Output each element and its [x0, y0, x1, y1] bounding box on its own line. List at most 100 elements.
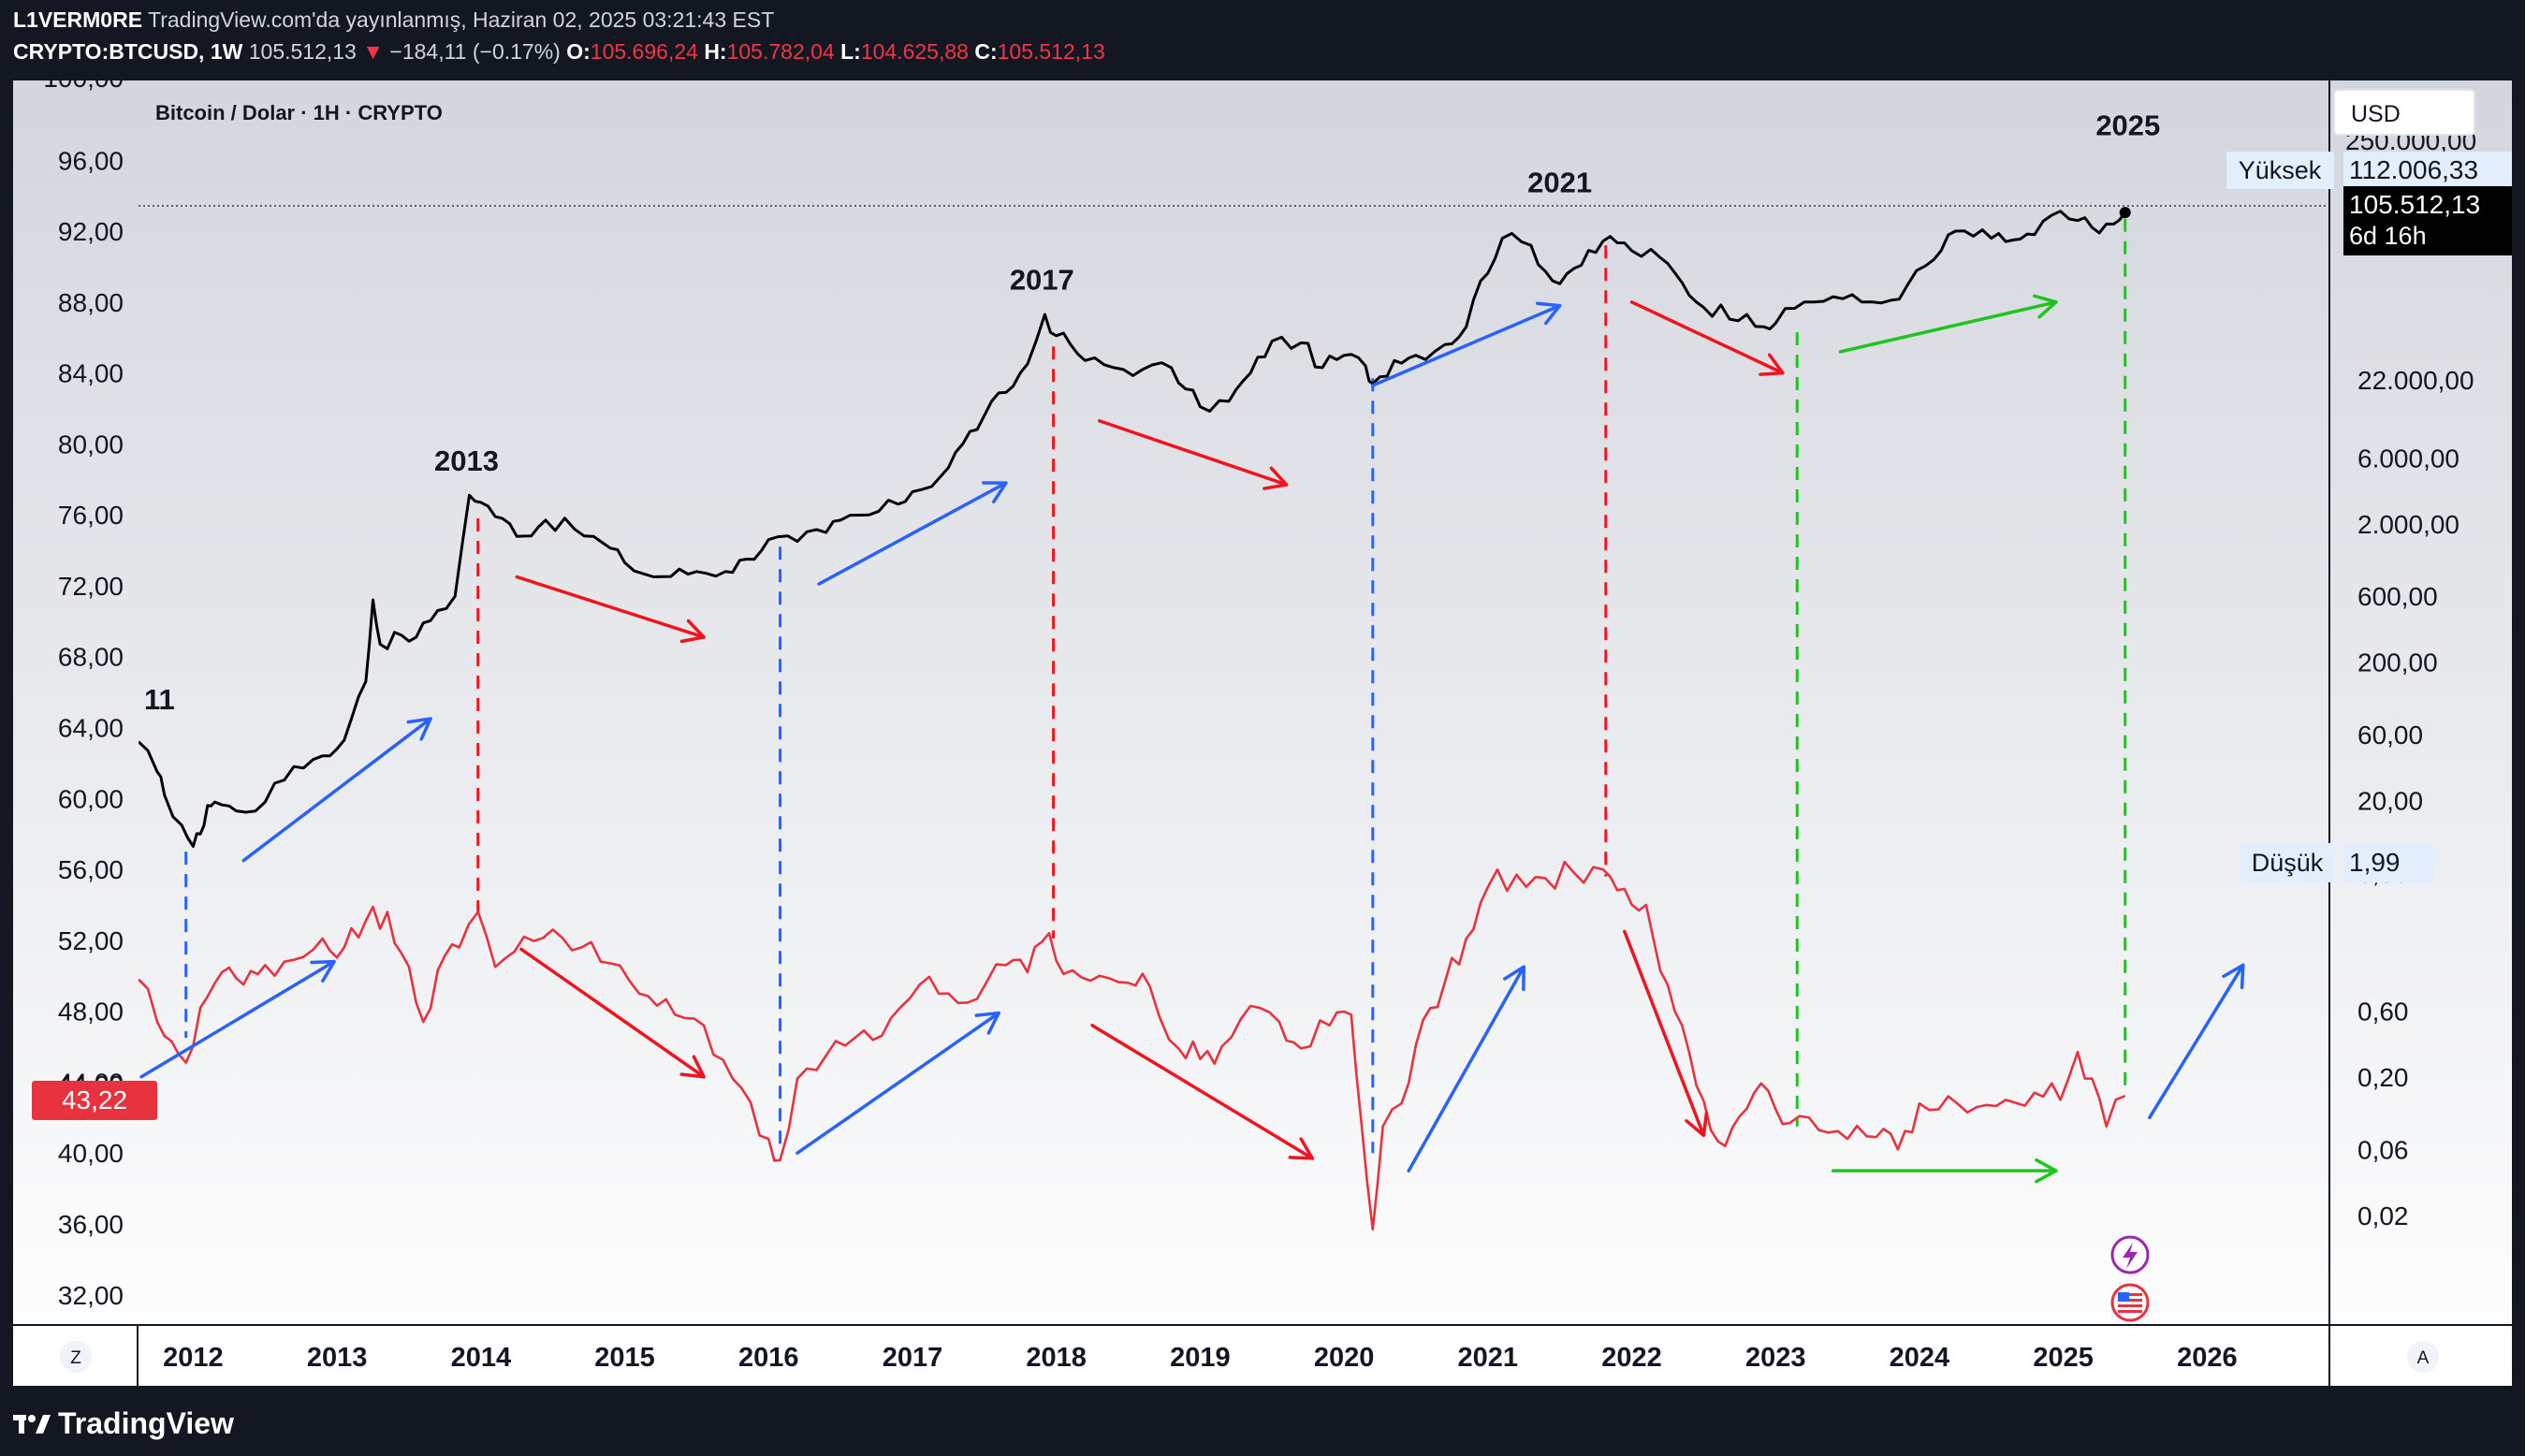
- cut-year-label: 11: [144, 683, 175, 716]
- author-name[interactable]: L1VERM0RE: [13, 7, 143, 32]
- publication-info: TradingView.com'da yayınlanmış, Haziran …: [148, 7, 775, 32]
- left-price-axis[interactable]: 96,00 92,00 88,00 84,00 80,00 76,00 72,00 68,00…: [58, 146, 124, 1310]
- left-axis-tick: 96,00: [58, 146, 124, 175]
- tradingview-logo[interactable]: TradingView: [13, 1406, 234, 1441]
- right-axis-tick: 22.000,00: [2357, 366, 2474, 395]
- publication-line: L1VERM0RE TradingView.com'da yayınlanmış…: [13, 7, 774, 33]
- low-marker-value: 1,99: [2349, 848, 2401, 877]
- cycle-year-label: 2021: [1527, 166, 1592, 198]
- footer-bar: TradingView: [0, 1386, 2525, 1456]
- bottom-left-button-label[interactable]: Z: [70, 1348, 81, 1368]
- time-axis-label: 2017: [883, 1343, 943, 1373]
- high-marker-value-box: [2343, 152, 2512, 189]
- rsi-line: [139, 860, 2126, 1230]
- red-trend-arrow: [519, 947, 706, 1079]
- low-label: L:: [840, 39, 861, 64]
- time-axis-label: 2026: [2177, 1343, 2238, 1373]
- left-axis-tick: 60,00: [58, 784, 124, 813]
- time-axis-label: 2012: [163, 1343, 224, 1373]
- low-marker-label-box: [2240, 843, 2334, 882]
- bottom-right-button[interactable]: [2407, 1341, 2439, 1373]
- left-axis-tick: 40,00: [58, 1139, 124, 1168]
- time-axis-label: 2024: [1890, 1343, 1950, 1373]
- blue-trend-arrow: [2148, 963, 2245, 1120]
- open-label: O:: [566, 39, 591, 64]
- bottom-left-button[interactable]: [60, 1341, 92, 1373]
- time-axis-label: 2025: [2033, 1343, 2094, 1373]
- chart-background: [13, 80, 2512, 1386]
- cycle-year-labels: 2013 2017 2021 2025: [434, 109, 2160, 477]
- right-axis-tick: 0,06: [2357, 1135, 2409, 1164]
- time-axis-label: 2014: [451, 1343, 512, 1373]
- blue-trend-arrow: [817, 481, 1008, 586]
- currency-button[interactable]: [2333, 89, 2475, 136]
- right-axis-tick: 0,20: [2357, 1063, 2409, 1092]
- chart-header: L1VERM0RE TradingView.com'da yayınlanmış…: [0, 0, 2525, 80]
- time-axis-label: 2018: [1026, 1343, 1087, 1373]
- right-axis-tick: 6.000,00: [2357, 444, 2459, 473]
- left-axis-tick: 76,00: [58, 501, 124, 530]
- series-layer: [139, 207, 2131, 1230]
- left-axis-tick: 68,00: [58, 643, 124, 672]
- left-axis-tick: 64,00: [58, 714, 124, 743]
- red-trend-arrow: [515, 575, 706, 644]
- time-axis-label: 2023: [1745, 1343, 1806, 1373]
- price-change: −184,11 (−0.17%): [389, 39, 561, 64]
- cycle-year-label: 2025: [2095, 109, 2160, 142]
- high-marker-value: 112.006,33: [2349, 155, 2478, 184]
- lightning-icon[interactable]: [2110, 1235, 2150, 1274]
- red-trend-arrow: [1623, 929, 1709, 1138]
- left-axis-tick: 48,00: [58, 997, 124, 1026]
- right-axis-tick: 200,00: [2357, 648, 2438, 677]
- left-axis-tick: 72,00: [58, 572, 124, 601]
- rsi-value-tag: [32, 1081, 157, 1120]
- time-axis-label: 2019: [1170, 1343, 1231, 1373]
- high-label: H:: [704, 39, 727, 64]
- blue-trend-arrow: [139, 959, 336, 1079]
- right-axis-tick: 0,02: [2357, 1201, 2409, 1230]
- series-title: Bitcoin / Dolar · 1H · CRYPTO: [155, 101, 443, 124]
- right-axis-tick: 2.000,00: [2357, 510, 2459, 539]
- blue-trend-arrow: [795, 1011, 1000, 1155]
- cycle-year-label: 2017: [1010, 264, 1074, 297]
- time-axis-label: 2020: [1314, 1343, 1375, 1373]
- high-marker-label-box: [2226, 152, 2334, 189]
- time-axis-label: 2021: [1458, 1343, 1519, 1373]
- right-axis-tick: 600,00: [2357, 582, 2438, 611]
- blue-trend-arrow: [1407, 965, 1525, 1172]
- chart-canvas[interactable]: Bitcoin / Dolar · 1H · CRYPTO 96,00 92,00…: [13, 80, 2512, 1386]
- us-flag-icon[interactable]: [2110, 1283, 2150, 1322]
- left-axis-tick: 36,00: [58, 1210, 124, 1239]
- red-trend-arrow: [1629, 300, 1785, 376]
- time-axis[interactable]: 2012 2013 2014 2015 2016 2017 2018 2019 2020 2021…: [163, 1343, 2237, 1373]
- price-tag-value: 105.512,13: [2349, 190, 2480, 219]
- partial-tick-top-left: 100,00: [43, 80, 124, 93]
- left-axis-tick: 84,00: [58, 359, 124, 388]
- open-value: 105.696,24: [590, 39, 698, 64]
- low-value: 104.625,88: [860, 39, 969, 64]
- low-marker-label: Düşük: [2252, 849, 2324, 877]
- high-value: 105.782,04: [726, 39, 835, 64]
- tradingview-logo-icon: [13, 1414, 51, 1434]
- right-axis-tick: 60,00: [2357, 721, 2423, 750]
- chart-frame[interactable]: Bitcoin / Dolar · 1H · CRYPTO 96,00 92,00…: [13, 80, 2512, 1386]
- left-axis-tick: 92,00: [58, 217, 124, 246]
- left-axis-tick: 32,00: [58, 1281, 124, 1310]
- bottom-right-button-label[interactable]: A: [2417, 1348, 2430, 1368]
- symbol-label[interactable]: CRYPTO:BTCUSD, 1W: [13, 39, 243, 64]
- left-axis-tick: 80,00: [58, 430, 124, 459]
- red-trend-arrow: [1098, 419, 1289, 490]
- logo-text: TradingView: [58, 1406, 234, 1440]
- time-axis-label: 2022: [1601, 1343, 1662, 1373]
- blue-trend-arrow: [241, 717, 432, 863]
- trend-arrows: [139, 294, 2245, 1184]
- close-value: 105.512,13: [997, 39, 1105, 64]
- time-axis-label: 2013: [307, 1343, 368, 1373]
- green-trend-arrow: [1831, 1158, 2058, 1184]
- right-log-axis[interactable]: 22.000,00 6.000,00 2.000,00 600,00 200,00 60,…: [2357, 366, 2474, 1230]
- currency-button-label[interactable]: USD: [2351, 101, 2401, 127]
- last-price: 105.512,13: [248, 39, 357, 64]
- ohlc-line: CRYPTO:BTCUSD, 1W 105.512,13 ▼ −184,11 (…: [13, 39, 1105, 65]
- btc-price-line: [139, 210, 2126, 848]
- price-tag-countdown: 6d 16h: [2349, 222, 2427, 250]
